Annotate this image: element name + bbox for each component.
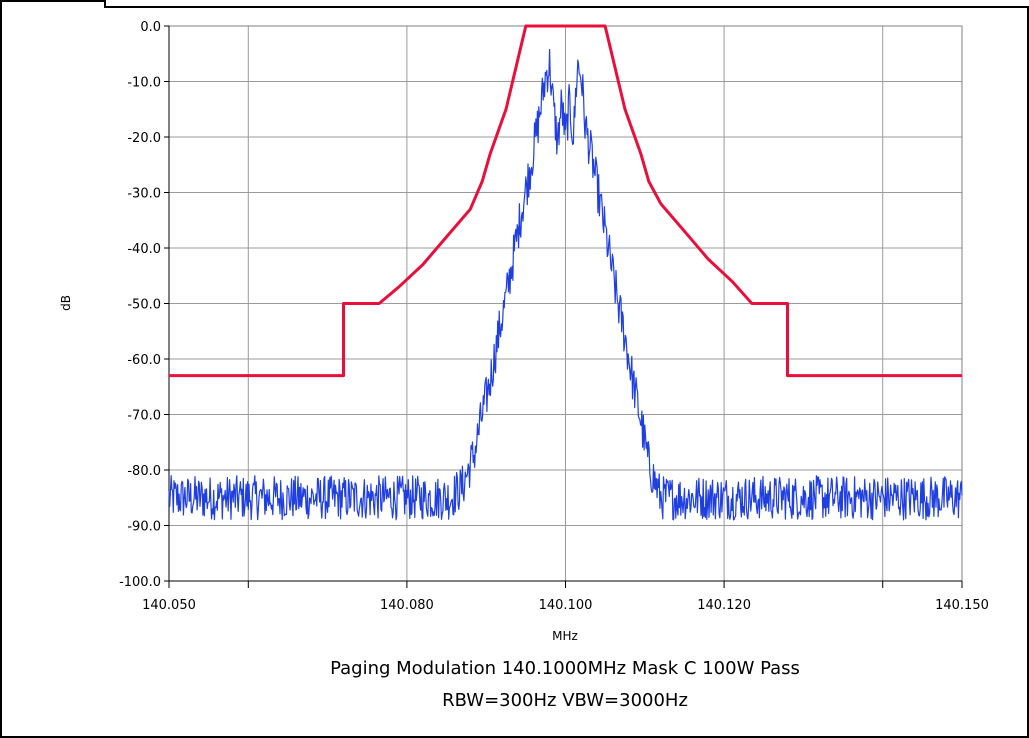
caption-line-1: Paging Modulation 140.1000MHz Mask C 100… [330,658,800,679]
y-tick-label: -100.0 [119,575,161,590]
y-axis-label: dB [59,295,73,311]
caption-line-2: RBW=300Hz VBW=3000Hz [442,690,688,711]
x-tick-label: 140.080 [380,598,434,613]
y-tick-label: -50.0 [127,298,161,313]
axes: 0.0 -10.0 -20.0 -30.0 -40.0 -50.0 -60.0 -70.0 -8… [119,20,989,613]
x-tick-label: 140.150 [935,598,989,613]
y-tick-label: -90.0 [127,520,161,535]
y-tick-label: -60.0 [127,353,161,368]
x-tick-label: 140.120 [697,598,751,613]
y-tick-label: 0.0 [140,20,161,35]
y-tick-label: -40.0 [127,242,161,257]
y-tick-label: -20.0 [127,131,161,146]
mask-line [169,24,962,378]
x-axis-label: MHz [552,629,578,643]
spectrum-line [168,48,963,521]
y-tick-label: -80.0 [127,464,161,479]
y-tick-label: -70.0 [127,409,161,424]
y-tick-label: -30.0 [127,187,161,202]
x-tick-label: 140.050 [142,598,196,613]
y-tick-label: -10.0 [127,76,161,91]
x-tick-label: 140.100 [539,598,593,613]
series-layer [168,24,963,521]
